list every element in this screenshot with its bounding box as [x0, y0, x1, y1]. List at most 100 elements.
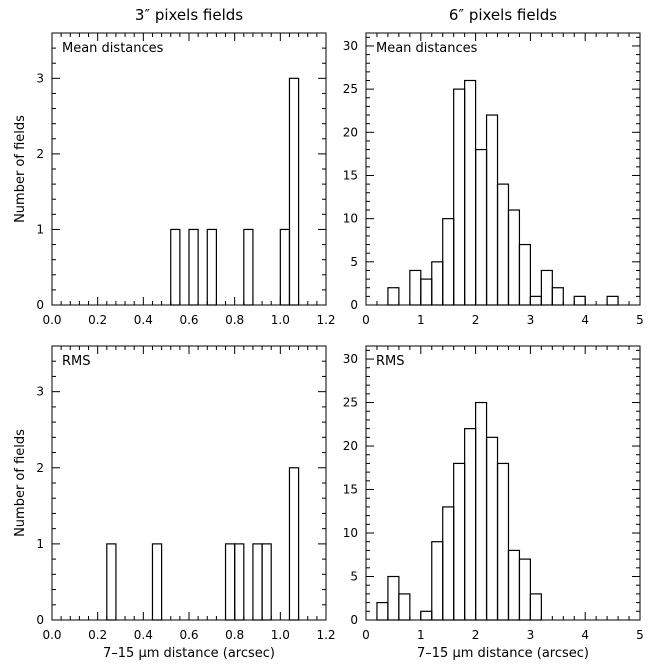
histogram-bar — [518, 243, 532, 306]
x-tick-label: 3 — [527, 313, 535, 327]
y-tick-label: 25 — [343, 396, 358, 410]
x-tick-label: 2 — [472, 313, 480, 327]
histogram-bar — [442, 506, 455, 621]
plot-frame — [365, 345, 641, 621]
histogram-bar — [529, 295, 542, 306]
histogram-bar — [518, 558, 532, 621]
y-tick-label: 5 — [350, 255, 358, 269]
x-tick-label: 0.4 — [134, 628, 153, 642]
x-tick-label: 0 — [362, 628, 370, 642]
histogram-bar — [606, 295, 619, 306]
x-tick-label: 0.8 — [225, 313, 244, 327]
histogram-bar — [496, 183, 510, 306]
x-tick-label: 0.4 — [134, 313, 153, 327]
y-tick-label: 2 — [36, 461, 44, 475]
histogram-bar — [243, 228, 254, 306]
y-tick-label: 1 — [36, 537, 44, 551]
x-tick-label: 0.0 — [42, 313, 61, 327]
x-tick-label: 0.6 — [179, 313, 198, 327]
histogram-panel-2: 0 1 2 3 4 5 0 5 10 15 20 25 30 Mean distances — [343, 32, 644, 327]
y-axis-label: Number of fields — [13, 115, 28, 223]
y-tick-label: 10 — [343, 526, 358, 540]
histogram-panel-3: 0.0 0.2 0.4 0.6 0.8 1.0 1.2 0 1 2 3 RMS — [36, 345, 336, 642]
y-tick-label: 0 — [350, 613, 358, 627]
histogram-bar — [252, 543, 263, 621]
histogram-bar — [151, 543, 163, 621]
histogram-bar — [188, 228, 199, 306]
x-tick-label: 0.2 — [88, 313, 107, 327]
histogram-bar — [507, 549, 521, 621]
histogram-bar — [453, 88, 466, 306]
x-tick-label: 1 — [417, 628, 425, 642]
histogram-bar — [464, 428, 477, 621]
y-tick-label: 30 — [343, 352, 358, 366]
histogram-bar — [431, 261, 444, 306]
histogram-bar — [106, 543, 117, 621]
x-tick-label: 4 — [581, 628, 589, 642]
x-tick-label: 0 — [362, 313, 370, 327]
y-tick-label: 2 — [36, 147, 44, 161]
y-tick-label: 5 — [350, 570, 358, 584]
histogram-bar — [398, 593, 411, 621]
histogram-bar — [453, 462, 466, 621]
y-axis-label: Number of fields — [13, 429, 28, 537]
x-tick-label: 5 — [636, 313, 644, 327]
x-tick-label: 1.0 — [271, 313, 290, 327]
y-tick-label: 15 — [343, 168, 358, 182]
x-tick-label: 1.0 — [271, 628, 290, 642]
histogram-panel-4: 0 1 2 3 4 5 0 5 10 15 20 25 30 RMS — [343, 345, 644, 642]
panels: 0.0 0.2 0.4 0.6 0.8 1.0 1.2 0 1 2 3 Mean distances 0… — [13, 32, 644, 661]
x-tick-label: 0.2 — [88, 628, 107, 642]
histogram-bar — [279, 228, 291, 306]
histogram-bar — [288, 467, 300, 621]
x-tick-label: 0.8 — [225, 628, 244, 642]
histogram-bar — [485, 114, 499, 306]
y-tick-label: 25 — [343, 82, 358, 96]
histogram-bar — [551, 287, 564, 306]
histogram-bar — [420, 278, 433, 306]
histogram-bar — [387, 575, 400, 621]
panel-label: Mean distances — [376, 41, 478, 56]
x-tick-label: 5 — [636, 628, 644, 642]
histogram-panel-1: 0.0 0.2 0.4 0.6 0.8 1.0 1.2 0 1 2 3 Mean distances — [36, 32, 336, 327]
y-tick-label: 3 — [36, 71, 44, 85]
histogram-bar — [496, 462, 510, 621]
histogram-bar — [475, 401, 488, 621]
y-tick-label: 20 — [343, 125, 358, 139]
x-tick-label: 0.6 — [179, 628, 198, 642]
y-tick-label: 1 — [36, 222, 44, 236]
column-title-right: 6″ pixels fields — [449, 6, 557, 24]
histogram-bar — [442, 218, 455, 306]
y-tick-label: 0 — [350, 298, 358, 312]
y-tick-label: 15 — [343, 483, 358, 497]
histogram-bar — [573, 295, 586, 306]
y-tick-label: 10 — [343, 212, 358, 226]
histogram-bar — [529, 593, 542, 621]
x-tick-label: 1.2 — [316, 313, 335, 327]
x-tick-label: 1 — [417, 313, 425, 327]
y-tick-label: 20 — [343, 439, 358, 453]
histogram-bar — [409, 269, 422, 306]
histogram-bar — [206, 228, 217, 306]
x-tick-label: 1.2 — [316, 628, 335, 642]
histogram-bar — [224, 543, 236, 621]
histogram-bar — [507, 209, 521, 306]
histogram-bar — [464, 79, 477, 306]
y-tick-label: 3 — [36, 385, 44, 399]
y-tick-label: 0 — [36, 298, 44, 312]
histogram-bar — [170, 228, 181, 306]
plot-frame — [51, 345, 327, 621]
x-axis-label: 7–15 μm distance (arcsec) — [103, 646, 275, 661]
histogram-bar — [475, 148, 488, 306]
histogram-bar — [288, 77, 300, 306]
y-tick-label: 30 — [343, 39, 358, 53]
column-title-left: 3″ pixels fields — [135, 6, 243, 24]
histogram-bar — [376, 602, 389, 621]
plot-frame — [365, 32, 641, 306]
y-tick-label: 0 — [36, 613, 44, 627]
histogram-bar — [387, 287, 400, 306]
histogram-bar — [420, 610, 433, 621]
panel-label: RMS — [62, 354, 91, 369]
x-tick-label: 3 — [527, 628, 535, 642]
